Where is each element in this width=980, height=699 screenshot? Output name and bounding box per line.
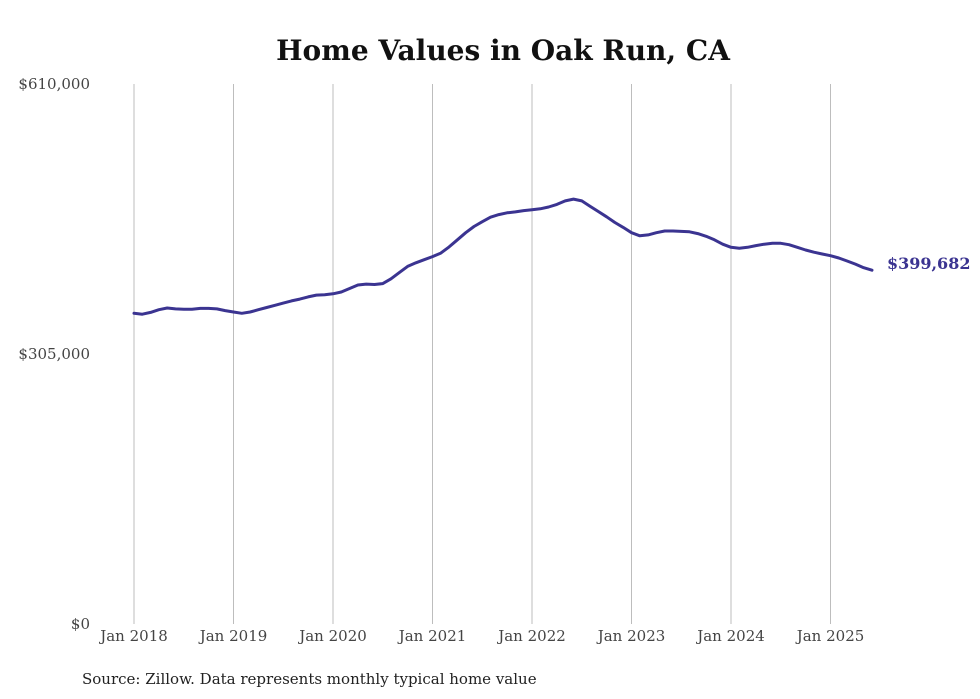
x-axis: Jan 2018 Jan 2019 Jan 2020 Jan 2021 Jan 2022…: [98, 627, 864, 645]
x-tick-label: Jan 2021: [397, 627, 467, 645]
chart-title: Home Values in Oak Run, CA: [276, 34, 731, 67]
y-tick-label: $0: [71, 615, 90, 633]
series-line: [132, 197, 874, 316]
x-tick-label: Jan 2024: [695, 627, 765, 645]
x-tick-label: Jan 2022: [496, 627, 566, 645]
y-tick-label: $305,000: [18, 345, 90, 363]
source-note: Source: Zillow. Data represents monthly …: [82, 670, 537, 688]
x-tick-label: Jan 2019: [198, 627, 268, 645]
x-tick-label: Jan 2025: [795, 627, 865, 645]
x-tick-label: Jan 2018: [98, 627, 168, 645]
x-tick-label: Jan 2020: [297, 627, 367, 645]
end-value-label: $399,682: [887, 254, 971, 273]
x-tick-label: Jan 2023: [596, 627, 666, 645]
y-axis: $0 $305,000 $610,000: [18, 75, 90, 633]
grid: [133, 84, 831, 624]
y-tick-label: $610,000: [18, 75, 90, 93]
